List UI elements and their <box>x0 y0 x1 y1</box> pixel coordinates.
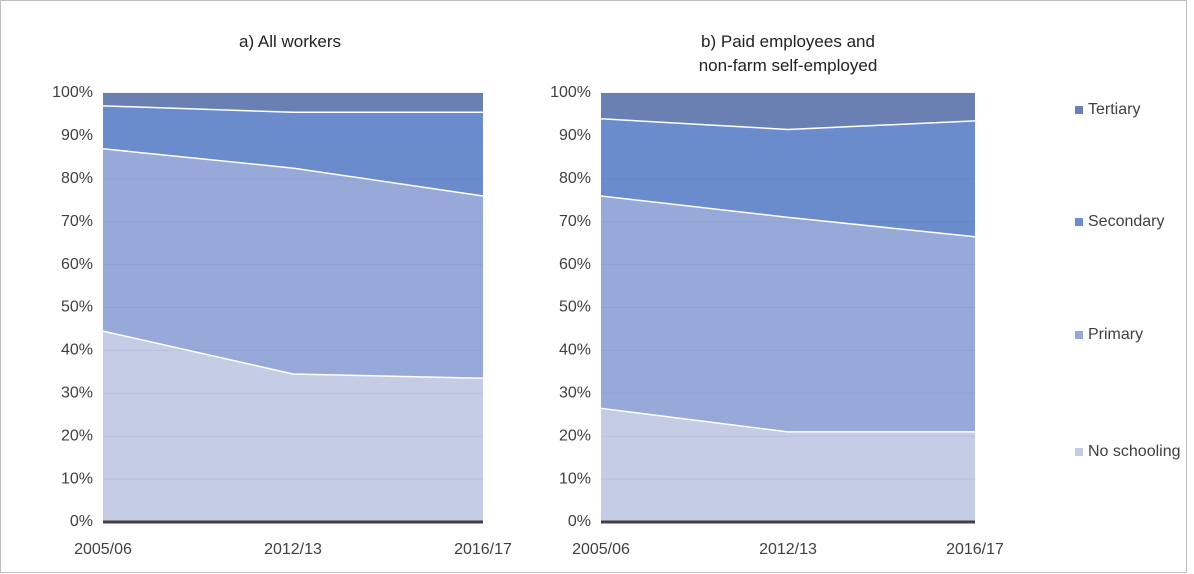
area-edge <box>102 330 484 380</box>
area <box>601 195 975 432</box>
y-tick-label: 30% <box>61 385 93 402</box>
area <box>601 408 975 522</box>
x-tick-label: 2005/06 <box>74 541 132 558</box>
chart-title: b) Paid employees and non-farm self-empl… <box>698 32 878 75</box>
y-tick-label: 100% <box>550 84 591 101</box>
area-edge <box>102 105 483 114</box>
y-tick-label: 80% <box>61 170 93 187</box>
y-tick-label: 20% <box>61 427 93 444</box>
y-tick-label: 80% <box>559 170 591 187</box>
y-tick-label: 30% <box>559 385 591 402</box>
y-tick-label: 60% <box>61 256 93 273</box>
area-edge <box>102 148 484 197</box>
y-tick-label: 70% <box>559 213 591 230</box>
area <box>103 105 483 196</box>
x-tick-label: 2016/17 <box>946 541 1004 558</box>
area <box>103 331 483 522</box>
legend-label: Primary <box>1088 326 1143 343</box>
chart-title: a) All workers <box>238 32 342 51</box>
area-edge <box>600 117 976 131</box>
area-edge <box>600 195 976 238</box>
y-tick-label: 50% <box>61 299 93 316</box>
y-tick-label: 40% <box>61 342 93 359</box>
y-tick-label: 0% <box>70 513 93 530</box>
legend-swatch <box>1075 106 1083 114</box>
y-tick-label: 10% <box>559 470 591 487</box>
y-tick-label: 100% <box>52 84 93 101</box>
legend-label: Secondary <box>1088 213 1165 230</box>
area <box>103 93 483 113</box>
y-tick-label: 90% <box>559 127 591 144</box>
legend-label: Tertiary <box>1088 101 1140 118</box>
x-tick-label: 2012/13 <box>759 541 817 558</box>
area <box>601 118 975 237</box>
y-tick-label: 50% <box>559 299 591 316</box>
area <box>601 93 975 130</box>
area-edge <box>600 407 975 433</box>
legend-swatch <box>1075 331 1083 339</box>
y-tick-label: 90% <box>61 127 93 144</box>
y-tick-label: 10% <box>61 470 93 487</box>
y-tick-label: 40% <box>559 342 591 359</box>
x-tick-label: 2016/17 <box>454 541 512 558</box>
y-tick-label: 70% <box>61 213 93 230</box>
x-tick-label: 2005/06 <box>572 541 630 558</box>
y-tick-label: 0% <box>568 513 591 530</box>
legend-swatch <box>1075 218 1083 226</box>
legend-label: No schooling <box>1088 443 1181 460</box>
legend-swatch <box>1075 448 1083 456</box>
y-tick-label: 20% <box>559 427 591 444</box>
area <box>103 148 483 379</box>
y-tick-label: 60% <box>559 256 591 273</box>
x-tick-label: 2012/13 <box>264 541 322 558</box>
